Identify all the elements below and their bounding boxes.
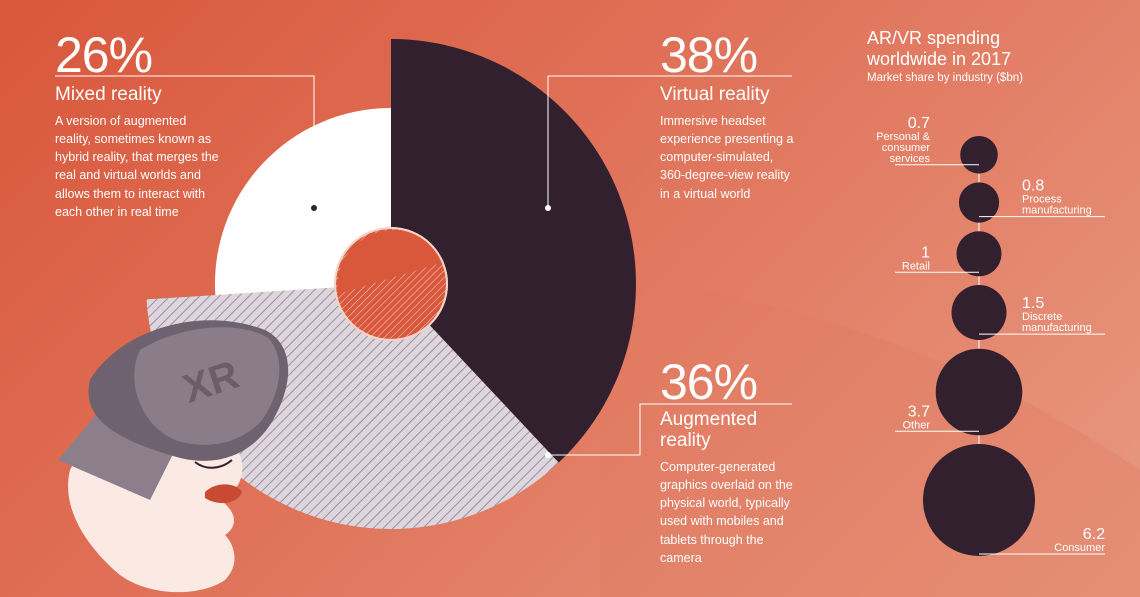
bubble-category-label-0: services — [890, 153, 931, 165]
donut-center-cap — [337, 230, 444, 294]
pie-slice-virtual-reality — [391, 39, 636, 463]
bubble-1 — [958, 182, 1000, 223]
callout-line-augmented — [548, 403, 792, 456]
bubble-value-label-0: 0.7 — [908, 115, 930, 132]
callout-line-mixed — [55, 75, 315, 208]
side-chart-subtitle: Market share by industry ($bn) — [867, 72, 1023, 84]
callout-lines — [55, 75, 792, 456]
side-chart-title: AR/VR spending worldwide in 2017 — [867, 28, 1012, 69]
closed-eye — [194, 459, 233, 469]
callout-dot-augmented — [545, 452, 551, 458]
mixed-reality-percent: 26% — [55, 27, 153, 83]
virtual-reality-description: Immersive headset experience presenting … — [660, 114, 794, 201]
augmented-reality-title: Augmented reality — [660, 409, 758, 451]
bubble-5 — [923, 444, 1035, 556]
headset-illustration: XR — [58, 320, 289, 593]
bubble-value-label-3: 1.5 — [1022, 295, 1044, 312]
headset-front — [134, 327, 280, 445]
bubble-category-label-3: Discrete — [1022, 311, 1062, 323]
bubble-category-label-0: consumer — [882, 142, 931, 154]
virtual-reality-title: Virtual reality — [660, 84, 770, 105]
lips — [205, 484, 242, 504]
bubble-value-label-2: 1 — [921, 244, 930, 261]
donut-center-ring — [334, 227, 448, 341]
bubble-category-label-1: Process — [1022, 194, 1062, 206]
bubble-2 — [956, 231, 1002, 277]
bubble-category-label-3: manufacturing — [1022, 322, 1092, 334]
mixed-reality-description: A version of augmented reality, sometime… — [55, 114, 219, 219]
bubble-chart: Personal &consumerservices0.7Processmanu… — [876, 115, 1105, 556]
bubble-0 — [960, 136, 998, 174]
augmented-reality-description: Computer-generated graphics overlaid on … — [660, 460, 793, 565]
mixed-reality-title: Mixed reality — [55, 84, 162, 105]
bubble-category-label-1: manufacturing — [1022, 205, 1092, 217]
bubble-category-label-4: Other — [902, 419, 930, 431]
augmented-reality-percent: 36% — [660, 354, 758, 410]
bubble-category-label-2: Retail — [902, 260, 930, 272]
bubble-category-label-0: Personal & — [876, 131, 930, 143]
bubble-3 — [951, 285, 1007, 340]
bubble-value-label-4: 3.7 — [908, 403, 930, 420]
bubble-4 — [935, 348, 1023, 436]
virtual-reality-percent: 38% — [660, 27, 758, 83]
bubble-category-label-5: Consumer — [1054, 542, 1105, 554]
bubble-value-label-5: 6.2 — [1083, 526, 1105, 543]
bubble-value-label-1: 0.8 — [1022, 178, 1044, 195]
callout-dot-mixed — [311, 205, 317, 211]
callout-dot-virtual — [545, 205, 551, 211]
